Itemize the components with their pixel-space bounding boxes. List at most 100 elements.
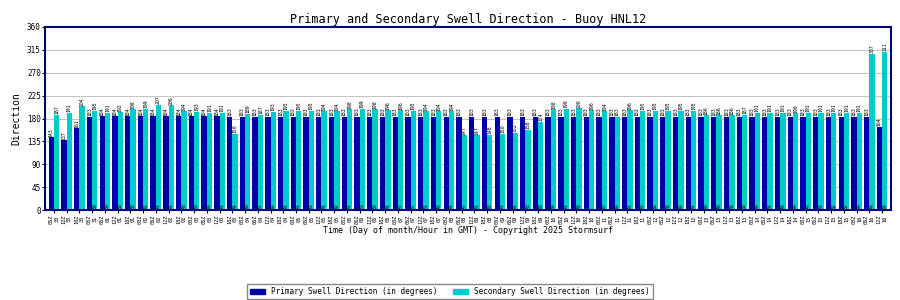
Bar — [545, 117, 551, 210]
Text: 184: 184 — [202, 107, 207, 116]
Text: 196: 196 — [590, 101, 594, 110]
Bar — [652, 111, 658, 210]
Text: 41: 41 — [271, 203, 275, 209]
Bar — [367, 117, 373, 210]
Bar — [392, 117, 398, 210]
Text: 41: 41 — [284, 203, 288, 209]
Text: 183: 183 — [520, 108, 526, 116]
Text: 41: 41 — [385, 203, 391, 209]
Bar — [220, 113, 225, 210]
Bar — [704, 116, 709, 210]
Text: 183: 183 — [329, 108, 334, 116]
Bar — [487, 135, 492, 210]
Text: 43: 43 — [487, 203, 492, 209]
Text: 41: 41 — [679, 203, 683, 209]
Bar — [768, 113, 773, 210]
Text: 183: 183 — [572, 108, 576, 116]
Text: 38: 38 — [652, 203, 658, 209]
Bar — [194, 112, 200, 210]
Text: 47: 47 — [462, 203, 467, 209]
Bar — [423, 111, 428, 210]
Text: 183: 183 — [367, 108, 373, 116]
Bar — [189, 116, 194, 210]
Bar — [571, 117, 576, 210]
Text: 191: 191 — [832, 104, 836, 112]
Bar — [92, 111, 97, 210]
Bar — [232, 134, 238, 210]
Text: 184: 184 — [189, 107, 194, 116]
Bar — [303, 117, 309, 210]
Bar — [526, 130, 531, 210]
Text: 183: 183 — [597, 108, 601, 116]
Bar — [584, 117, 589, 210]
Text: 195: 195 — [652, 102, 658, 110]
Bar — [436, 111, 442, 210]
Text: 44: 44 — [819, 203, 824, 209]
Text: 44: 44 — [806, 203, 811, 209]
Text: 41: 41 — [398, 203, 403, 209]
Text: 191: 191 — [67, 104, 72, 112]
Text: 195: 195 — [410, 102, 416, 110]
Bar — [207, 113, 212, 210]
Bar — [788, 117, 793, 210]
Title: Primary and Secondary Swell Direction - Buoy HNL12: Primary and Secondary Swell Direction - … — [290, 13, 646, 26]
Bar — [278, 117, 284, 210]
Text: 164: 164 — [877, 118, 882, 126]
Bar — [456, 117, 462, 210]
Bar — [86, 117, 92, 210]
Text: 53: 53 — [360, 203, 364, 209]
Bar — [239, 117, 245, 210]
Text: 200: 200 — [577, 99, 581, 108]
Bar — [138, 116, 143, 210]
Bar — [831, 113, 836, 210]
Bar — [647, 117, 652, 210]
Text: 184: 184 — [214, 107, 220, 116]
Bar — [112, 116, 118, 210]
Bar — [686, 117, 691, 210]
Bar — [736, 117, 742, 210]
Text: 44: 44 — [207, 203, 212, 209]
Bar — [418, 117, 423, 210]
Bar — [818, 113, 824, 210]
Text: 152: 152 — [513, 124, 518, 132]
Bar — [380, 117, 385, 210]
Bar — [163, 116, 168, 210]
Text: 41: 41 — [258, 203, 263, 209]
Bar — [49, 137, 54, 210]
Text: 183: 183 — [469, 108, 474, 116]
Text: 184: 184 — [125, 107, 130, 116]
Bar — [252, 117, 257, 210]
Text: 183: 183 — [609, 108, 615, 116]
Text: 194: 194 — [449, 102, 454, 111]
Bar — [882, 52, 887, 210]
Text: 198: 198 — [551, 100, 556, 109]
Text: 41: 41 — [500, 203, 505, 209]
Text: 41: 41 — [424, 203, 428, 209]
Text: 43: 43 — [194, 203, 199, 209]
Text: 150: 150 — [500, 124, 505, 133]
Bar — [640, 111, 645, 210]
Text: 183: 183 — [355, 108, 359, 116]
Bar — [716, 116, 722, 210]
Text: 183: 183 — [788, 108, 793, 116]
Text: 183: 183 — [814, 108, 818, 116]
Text: 183: 183 — [750, 108, 754, 116]
Bar — [118, 112, 123, 210]
Bar — [462, 135, 467, 210]
Bar — [227, 117, 232, 210]
Bar — [500, 134, 505, 210]
Text: 195: 195 — [296, 102, 302, 110]
Text: 183: 183 — [495, 108, 500, 116]
Text: 311: 311 — [882, 43, 887, 51]
Text: 192: 192 — [118, 103, 122, 112]
Bar — [168, 105, 174, 210]
Text: 183: 183 — [87, 108, 92, 116]
Y-axis label: Direction: Direction — [12, 92, 22, 145]
Text: 196: 196 — [385, 101, 391, 110]
Bar — [869, 54, 875, 210]
Text: 41: 41 — [321, 203, 327, 209]
Text: 183: 183 — [800, 108, 806, 116]
Text: 39: 39 — [105, 203, 110, 209]
Text: 194: 194 — [182, 102, 186, 111]
Bar — [634, 117, 640, 210]
